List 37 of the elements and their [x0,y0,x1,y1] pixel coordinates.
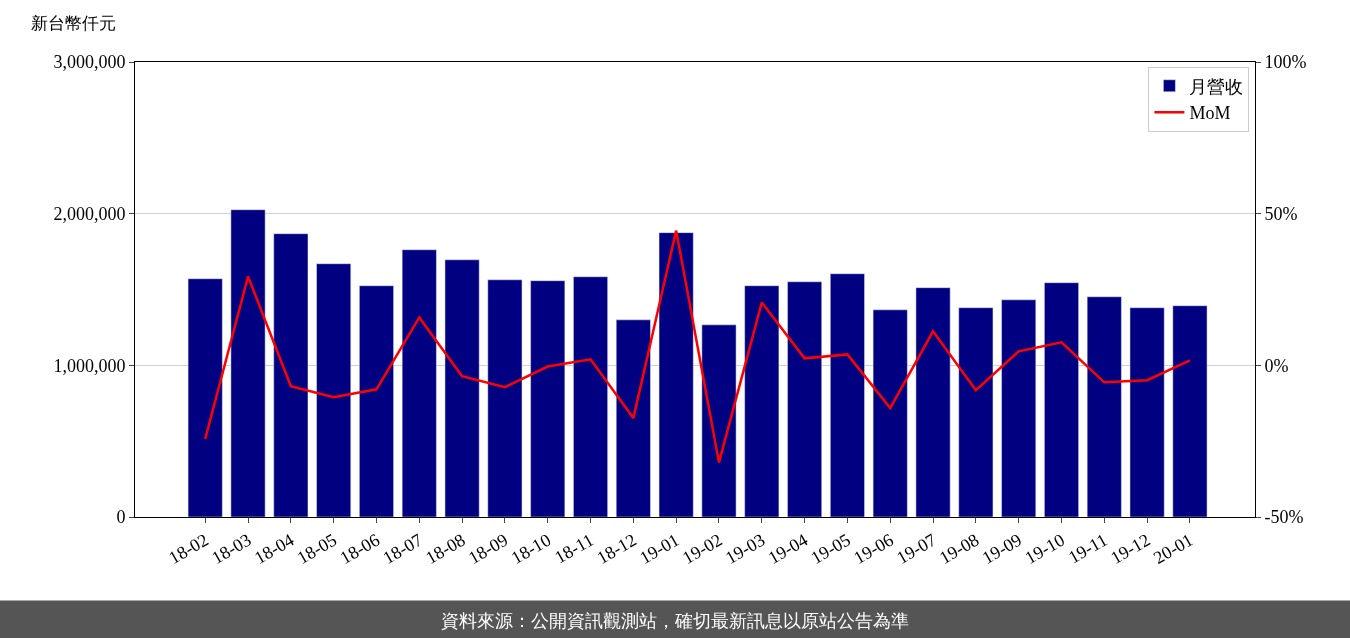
bar [1044,282,1079,517]
bar [787,281,822,517]
y-tick-label: 0 [116,507,126,528]
bar [444,259,480,517]
bar [187,278,223,517]
bar [958,307,994,517]
y2-tick-label: -50% [1264,507,1304,528]
bar [658,232,694,517]
y-tick-label: 3,000,000 [53,52,126,73]
bar [573,276,608,517]
bar [701,324,737,517]
legend-label: MoM [1189,103,1231,124]
bar [273,233,309,517]
bar [615,319,651,517]
line-series [203,229,1192,464]
y2-tick-label: 0% [1264,355,1289,376]
bar [1086,296,1122,517]
bar [872,309,908,517]
source-note: 資料來源：公開資訊觀測站，確切最新訊息以原站公告為準 [441,609,909,631]
y2-tick-label: 50% [1264,203,1298,224]
bar [230,209,266,517]
bar [830,273,865,517]
y-tick-label: 1,000,000 [53,355,126,376]
bar [487,279,523,517]
bar [359,285,394,517]
bar [530,280,566,517]
bar [1001,299,1037,517]
y2-tick-label: 100% [1264,52,1307,73]
y-tick-label: 2,000,000 [53,203,126,224]
legend-label: 月營收 [1189,76,1244,97]
bar [1129,307,1165,517]
bar [1172,305,1208,517]
bar [744,285,780,517]
y-axis-title: 新台幣仟元 [31,14,116,33]
bar [915,287,951,517]
bar [401,249,437,517]
bar [316,263,352,517]
